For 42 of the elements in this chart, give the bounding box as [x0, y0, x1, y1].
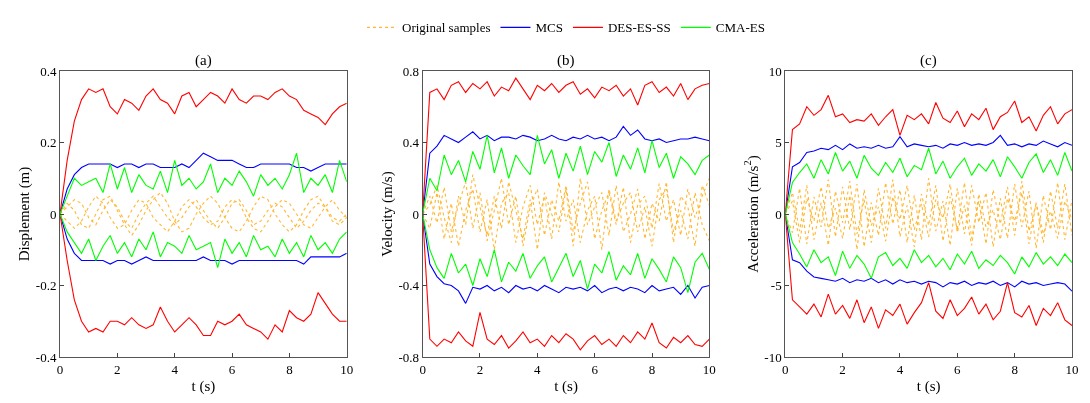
y-tick-label: 0.2	[40, 135, 57, 151]
x-tick-label: 2	[476, 361, 484, 377]
x-tick-label: 2	[839, 361, 846, 377]
x-tick-label: 8	[1011, 361, 1018, 377]
y-tick-label: 0	[49, 206, 57, 222]
y-tick-label: 5	[775, 135, 782, 151]
chart-title: (b)	[557, 52, 575, 69]
y-tick-label: 0.4	[402, 135, 420, 151]
y-axis-title: Displement (m)	[16, 166, 34, 262]
x-axis-title: t (s)	[191, 377, 216, 395]
y-tick-label: 0	[412, 206, 420, 222]
x-tick-label: 4	[534, 361, 542, 377]
x-tick-label: 10	[702, 361, 716, 377]
y-tick-label: 0.8	[402, 63, 420, 79]
x-tick-label: 6	[591, 361, 599, 377]
y-tick-label: -0.4	[35, 349, 57, 365]
y-tick-label: 0	[775, 206, 782, 222]
x-axis-title: t (s)	[916, 377, 941, 395]
x-tick-label: 10	[340, 361, 354, 377]
chart-title: (c)	[920, 52, 937, 69]
x-axis-title: t (s)	[554, 377, 578, 395]
x-tick-label: 8	[648, 361, 656, 377]
x-tick-label: 10	[1065, 361, 1079, 377]
y-tick-label: -0.4	[398, 278, 420, 294]
y-axis-title: Velocity (m/s)	[378, 171, 396, 257]
x-tick-label: 4	[896, 361, 904, 377]
x-tick-label: 6	[954, 361, 962, 377]
legend-label: MCS	[535, 20, 563, 36]
y-tick-label: -0.2	[35, 278, 57, 294]
x-tick-label: 4	[171, 361, 179, 377]
legend-label: DES-ES-SS	[607, 20, 671, 36]
legend-label: CMA-ES	[715, 20, 765, 36]
y-tick-label: -0.8	[398, 349, 420, 365]
y-tick-label: 0.4	[40, 63, 57, 79]
x-tick-label: 8	[286, 361, 293, 377]
chart-title: (a)	[195, 52, 212, 69]
x-tick-label: 2	[114, 361, 121, 377]
y-tick-label: 10	[768, 63, 782, 79]
y-tick-label: -5	[770, 278, 782, 294]
x-tick-label: 6	[228, 361, 236, 377]
legend-label: Original samples	[402, 20, 491, 36]
y-tick-label: -10	[764, 349, 782, 365]
